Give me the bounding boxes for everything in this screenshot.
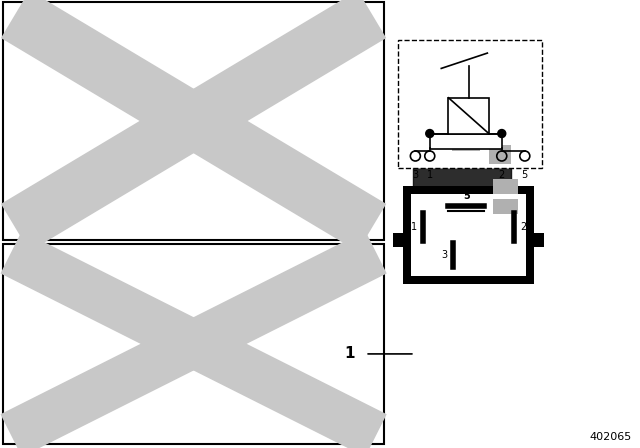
Bar xyxy=(3,244,384,444)
Bar xyxy=(452,132,480,151)
Bar xyxy=(449,98,489,134)
Text: 2: 2 xyxy=(499,170,505,180)
Polygon shape xyxy=(1,0,387,251)
Text: 402065: 402065 xyxy=(589,432,632,442)
Polygon shape xyxy=(1,231,387,448)
Circle shape xyxy=(498,129,506,138)
Bar xyxy=(413,137,511,235)
Polygon shape xyxy=(1,0,387,251)
Bar xyxy=(412,194,526,276)
Text: 3: 3 xyxy=(412,170,419,180)
Text: 3: 3 xyxy=(441,250,447,260)
Bar xyxy=(430,134,502,149)
Bar xyxy=(493,199,518,214)
Text: 5: 5 xyxy=(463,191,470,201)
Circle shape xyxy=(426,129,434,138)
Bar xyxy=(493,179,518,194)
Polygon shape xyxy=(1,231,387,448)
Text: 1: 1 xyxy=(345,346,355,362)
Text: 1: 1 xyxy=(427,170,433,180)
Bar xyxy=(3,2,384,240)
Bar xyxy=(398,40,542,168)
Bar xyxy=(489,145,511,164)
Bar xyxy=(403,186,534,284)
Bar xyxy=(534,233,545,247)
Bar xyxy=(393,233,403,247)
Text: 1: 1 xyxy=(411,222,417,233)
Text: 2: 2 xyxy=(520,222,527,233)
Text: 5: 5 xyxy=(522,170,528,180)
